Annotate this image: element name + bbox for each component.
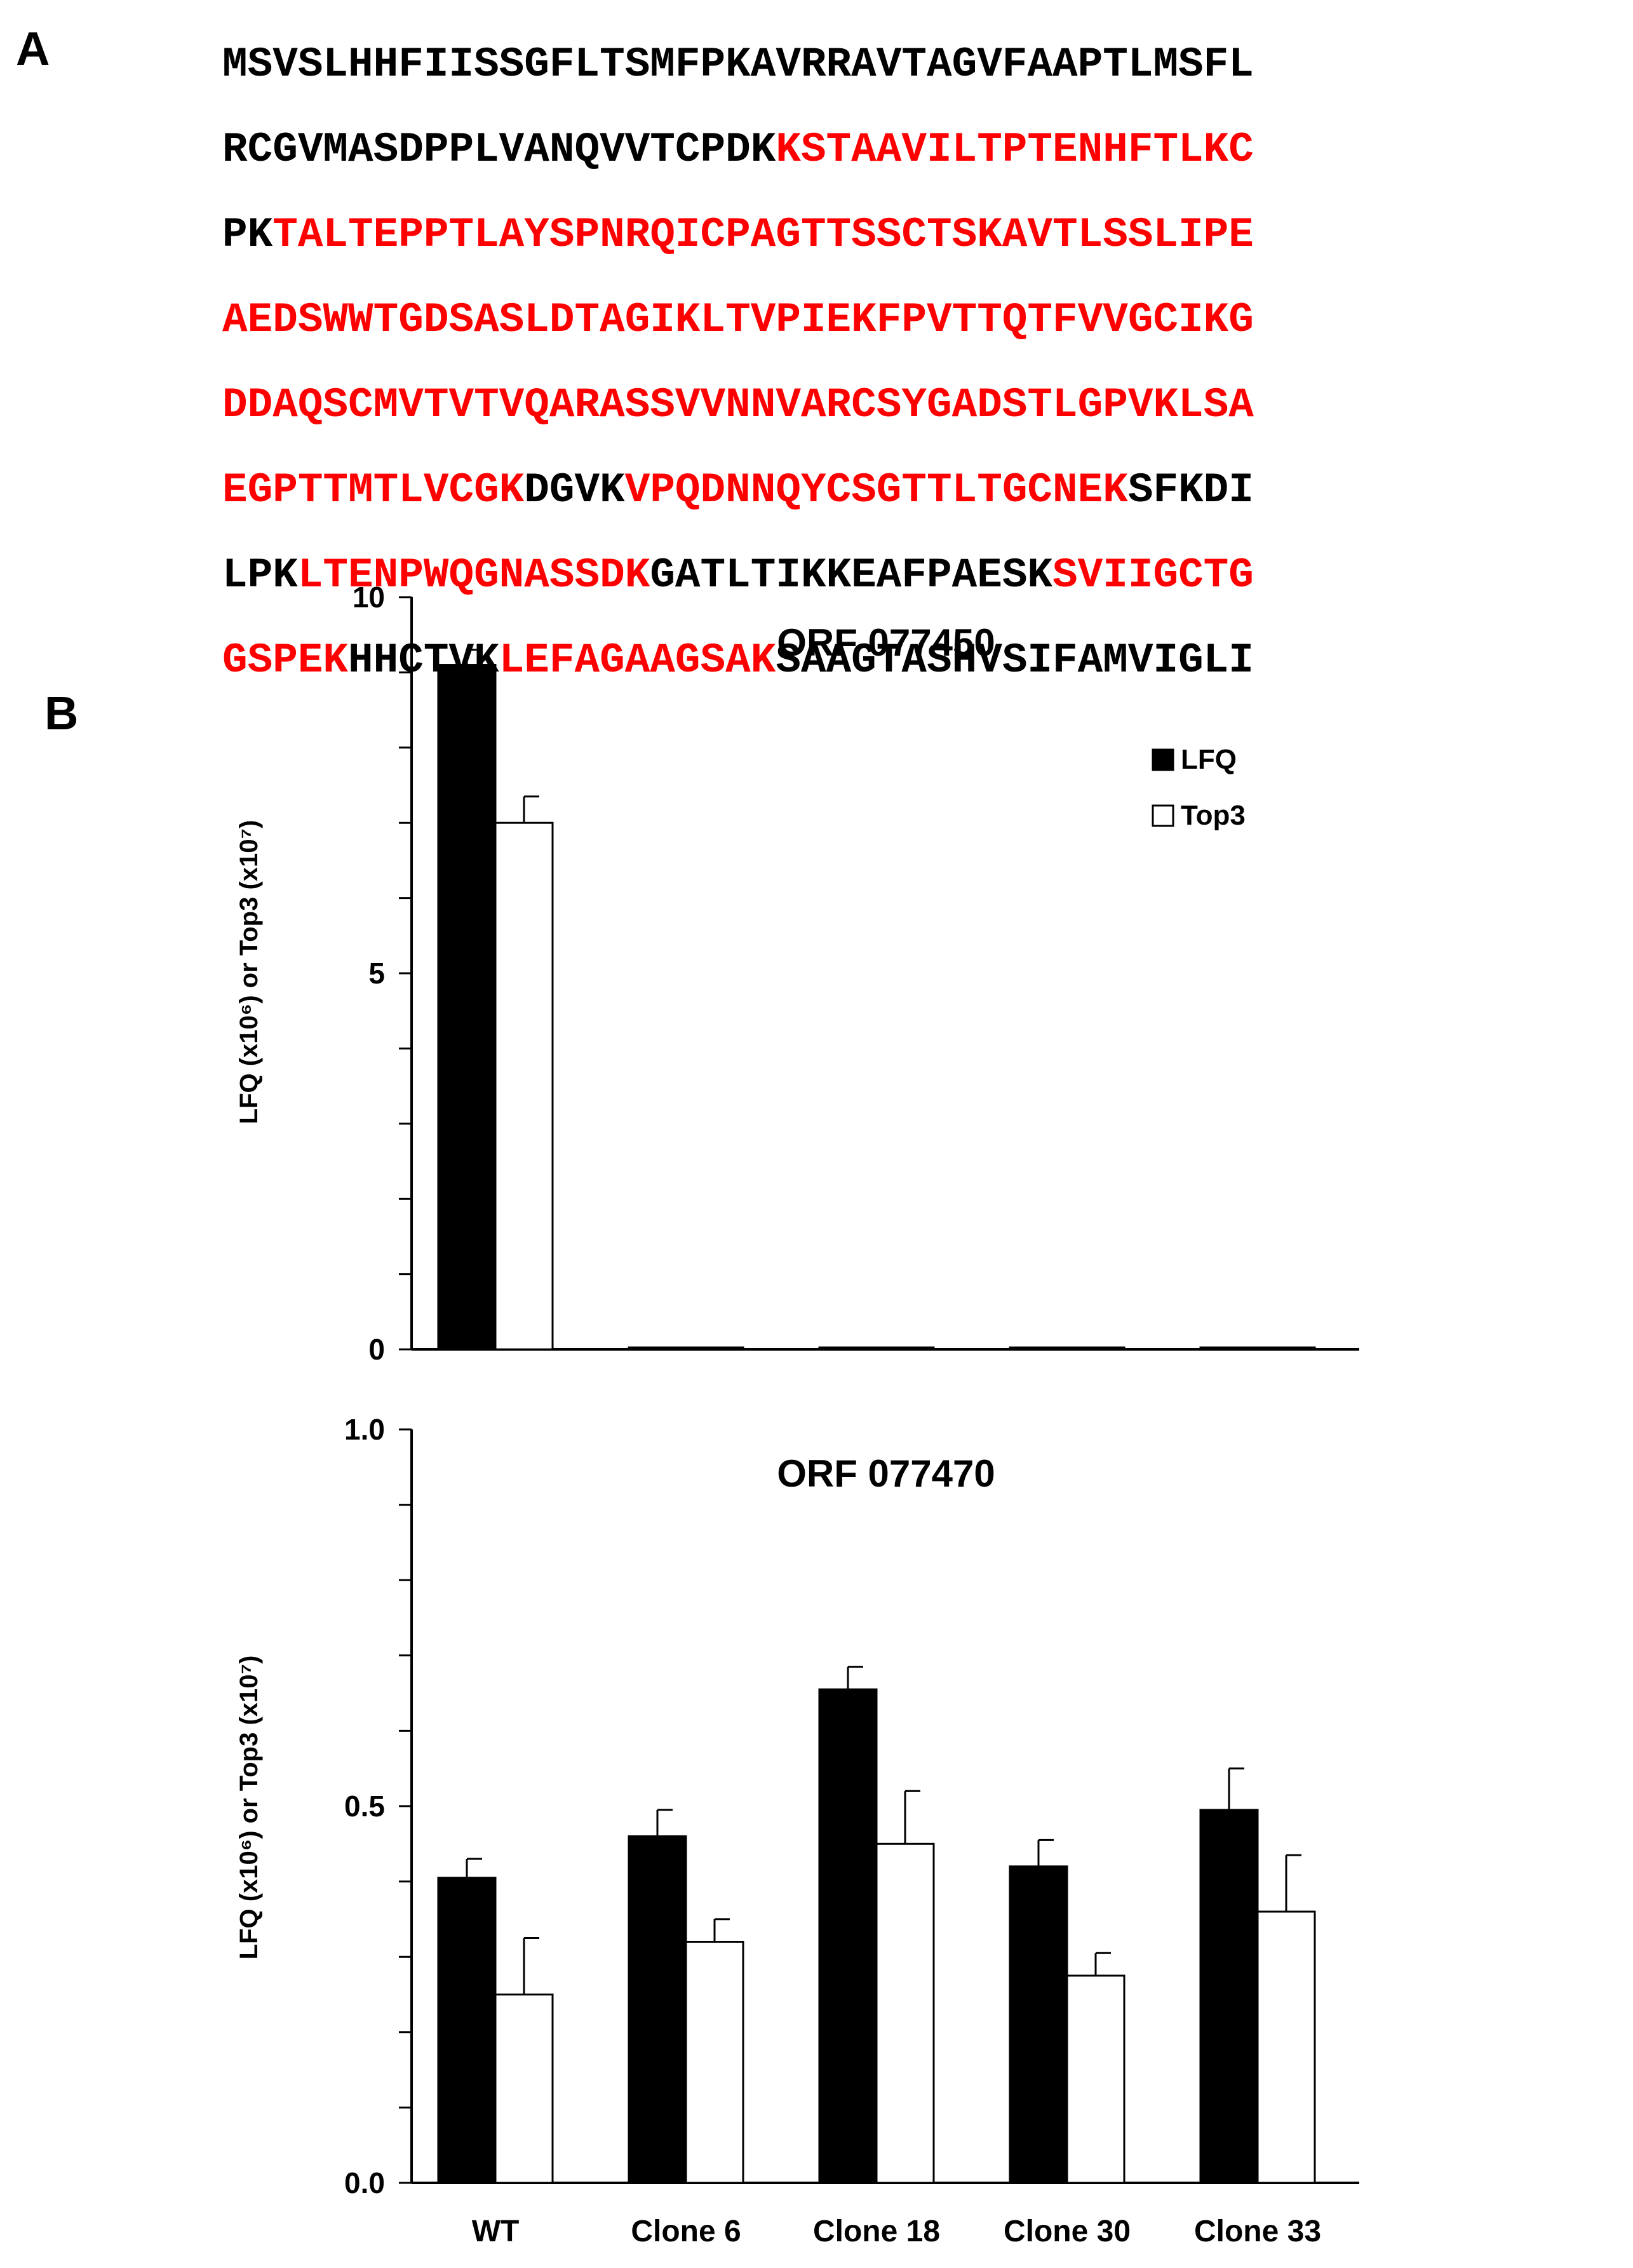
- x-tick-label: WT: [472, 2215, 520, 2248]
- x-tick-label: Clone 30: [1004, 2215, 1131, 2248]
- bar-top3: [685, 1346, 744, 1351]
- sequence-line: RCGVMASDPPLVANQVVTCPDKKSTAAVILTPTENHFTLK…: [222, 107, 1620, 192]
- panel-label-a: A: [16, 22, 50, 75]
- bar-lfq: [1199, 1809, 1259, 2184]
- peptide-highlight: KSTAAVILTPTENHFTLKC: [776, 126, 1254, 173]
- protein-sequence: MSVSLHHFIISSGFLTSMFPKAVRRAVTAGVFAAPTLMSF…: [222, 22, 1620, 703]
- x-tick-label: Clone 33: [1194, 2215, 1321, 2248]
- sequence-segment: LPK: [222, 551, 298, 599]
- y-tick-label: 0.0: [344, 2166, 385, 2199]
- bar-lfq: [628, 1346, 687, 1351]
- chart-title: ORF 077450: [777, 621, 995, 664]
- bar-top3: [875, 1346, 935, 1351]
- sequence-segment: MSVSLHHFIISSGFLTSMFPKAVRRAVTAGVFAAPTLMSF…: [222, 41, 1254, 88]
- bar-lfq: [437, 664, 497, 1351]
- legend-label: LFQ: [1181, 744, 1237, 775]
- bar-top3: [685, 1940, 744, 2184]
- sequence-segment: SAAGTASHVSIFAMVIGLI: [776, 637, 1254, 684]
- bar-lfq: [1199, 1346, 1259, 1351]
- sequence-line: EGPTTMTLVCGKDGVKVPQDNNQYCSGTTLTGCNEKSFKD…: [222, 448, 1620, 533]
- bar-lfq: [1009, 1346, 1068, 1351]
- y-axis-label: LFQ (x10⁶) or Top3 (x10⁷): [235, 820, 263, 1124]
- sequence-line: PKTALTEPPTLAYSPNRQICPAGTTSSCTSKAVTLSSLIP…: [222, 192, 1620, 278]
- legend-label: Top3: [1181, 800, 1246, 831]
- sequence-segment: DGVK: [524, 466, 625, 514]
- sequence-line: MSVSLHHFIISSGFLTSMFPKAVRRAVTAGVFAAPTLMSF…: [222, 22, 1620, 107]
- bar-lfq: [818, 1688, 878, 2184]
- bar-top3: [494, 1994, 554, 2184]
- peptide-highlight: DDAQSCMVTVTVQARASSVVNNVARCSYGADSTLGPVKLS…: [222, 381, 1254, 429]
- y-axis-label: LFQ (x10⁶) or Top3 (x10⁷): [235, 1656, 263, 1960]
- peptide-highlight: AEDSWWTGDSASLDTAGIKLTVPIEKFPVTTQTFVVGCIK…: [222, 296, 1254, 344]
- peptide-highlight: SVIIGCTG: [1052, 551, 1254, 599]
- peptide-highlight: LTENPWQGNASSDK: [297, 551, 650, 599]
- y-tick-label: 1.0: [344, 1413, 385, 1446]
- peptide-highlight: TALTEPPTLAYSPNRQICPAGTTSSCTSKAVTLSSLIPE: [272, 211, 1254, 259]
- bar-lfq: [1009, 1865, 1068, 2184]
- x-tick-label: Clone 18: [813, 2215, 940, 2248]
- sequence-line: LPKLTENPWQGNASSDKGATLTIKKEAFPAESKSVIIGCT…: [222, 533, 1620, 618]
- y-tick-label: 0.5: [344, 1790, 385, 1823]
- x-tick-label: Clone 6: [631, 2215, 741, 2248]
- bar-top3: [1256, 1346, 1316, 1351]
- peptide-highlight: VPQDNNQYCSGTTLTGCNEK: [624, 466, 1128, 514]
- sequence-segment: SFKDI: [1127, 466, 1254, 514]
- bar-lfq: [437, 1877, 497, 2184]
- panel-label-b: B: [44, 687, 79, 739]
- bar-top3: [494, 821, 554, 1351]
- sequence-line: GSPEKHHCTVKLEFAGAAGSAKSAAGTASHVSIFAMVIGL…: [222, 618, 1620, 703]
- y-tick-label: 0: [368, 1333, 385, 1366]
- sequence-line: AEDSWWTGDSASLDTAGIKLTVPIEKFPVTTQTFVVGCIK…: [222, 278, 1620, 363]
- peptide-highlight: EGPTTMTLVCGK: [222, 466, 525, 514]
- peptide-highlight: GSPEK: [222, 637, 349, 684]
- bar-top3: [1066, 1346, 1126, 1351]
- bar-lfq: [628, 1835, 687, 2184]
- sequence-segment: GATLTIKKEAFPAESK: [650, 551, 1053, 599]
- chart-title: ORF 077470: [777, 1452, 995, 1495]
- y-tick-label: 5: [368, 957, 385, 990]
- sequence-line: DDAQSCMVTVTVQARASSVVNNVARCSYGADSTLGPVKLS…: [222, 363, 1620, 448]
- sequence-segment: RCGVMASDPPLVANQVVTCPDK: [222, 126, 776, 173]
- bar-top3: [1066, 1974, 1126, 2184]
- peptide-highlight: LEFAGAAGSAK: [499, 637, 776, 684]
- bar-top3: [875, 1842, 935, 2184]
- legend-swatch-lfq: [1152, 748, 1174, 771]
- sequence-segment: PK: [222, 211, 273, 259]
- bar-lfq: [818, 1346, 878, 1351]
- bar-top3: [1256, 1910, 1316, 2184]
- legend-swatch-top3: [1152, 804, 1174, 827]
- y-tick-label: 10: [353, 581, 385, 614]
